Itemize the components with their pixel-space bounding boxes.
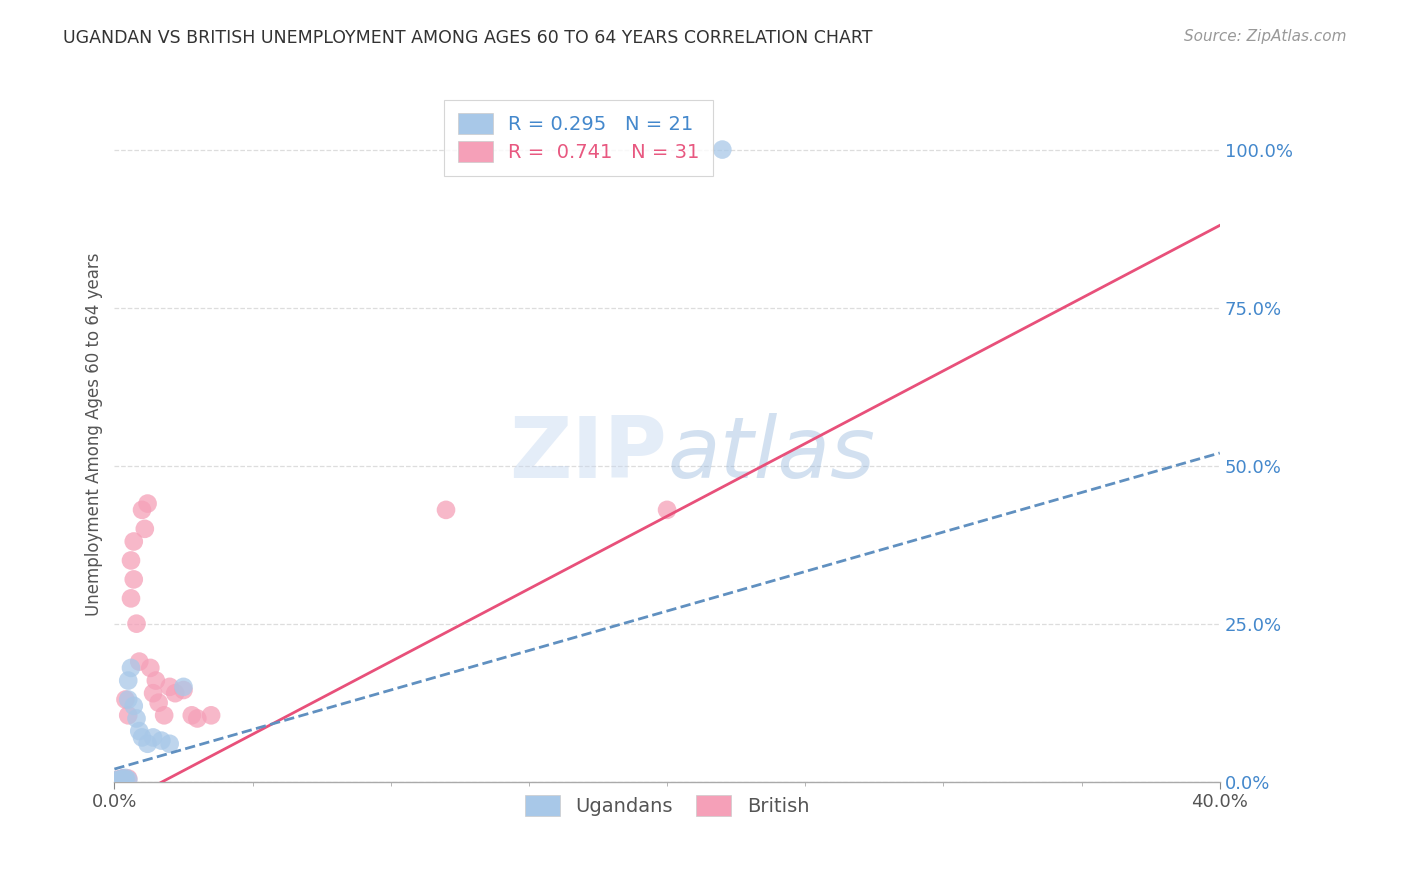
Point bbox=[117, 692, 139, 706]
Point bbox=[120, 591, 142, 606]
Text: Source: ZipAtlas.com: Source: ZipAtlas.com bbox=[1184, 29, 1347, 44]
Point bbox=[134, 522, 156, 536]
Point bbox=[122, 698, 145, 713]
Point bbox=[111, 772, 134, 787]
Point bbox=[150, 733, 173, 747]
Text: atlas: atlas bbox=[666, 413, 875, 496]
Point bbox=[159, 737, 181, 751]
Point bbox=[153, 708, 176, 723]
Point bbox=[142, 731, 165, 745]
Text: ZIP: ZIP bbox=[509, 413, 666, 496]
Point bbox=[111, 772, 134, 786]
Point bbox=[200, 708, 222, 723]
Point bbox=[117, 708, 139, 723]
Point bbox=[117, 772, 139, 787]
Point bbox=[131, 731, 153, 745]
Point bbox=[120, 661, 142, 675]
Point bbox=[105, 772, 128, 787]
Point bbox=[186, 711, 208, 725]
Point bbox=[111, 772, 134, 786]
Point bbox=[180, 708, 202, 723]
Point bbox=[125, 711, 148, 725]
Point bbox=[142, 686, 165, 700]
Point bbox=[108, 772, 131, 787]
Point bbox=[114, 772, 136, 787]
Point bbox=[173, 680, 195, 694]
Point bbox=[114, 692, 136, 706]
Point bbox=[125, 616, 148, 631]
Point bbox=[145, 673, 167, 688]
Point bbox=[159, 680, 181, 694]
Point bbox=[655, 503, 678, 517]
Point bbox=[136, 497, 159, 511]
Point bbox=[117, 772, 139, 786]
Point bbox=[128, 655, 150, 669]
Point bbox=[122, 534, 145, 549]
Point bbox=[711, 143, 734, 157]
Point bbox=[114, 771, 136, 785]
Point bbox=[108, 772, 131, 787]
Point bbox=[128, 724, 150, 739]
Point bbox=[108, 772, 131, 787]
Point bbox=[111, 772, 134, 786]
Point bbox=[105, 772, 128, 787]
Legend: Ugandans, British: Ugandans, British bbox=[517, 788, 817, 824]
Point bbox=[148, 696, 170, 710]
Y-axis label: Unemployment Among Ages 60 to 64 years: Unemployment Among Ages 60 to 64 years bbox=[86, 252, 103, 615]
Point bbox=[136, 737, 159, 751]
Point bbox=[173, 683, 195, 698]
Text: UGANDAN VS BRITISH UNEMPLOYMENT AMONG AGES 60 TO 64 YEARS CORRELATION CHART: UGANDAN VS BRITISH UNEMPLOYMENT AMONG AG… bbox=[63, 29, 873, 46]
Point bbox=[108, 772, 131, 787]
Point bbox=[120, 553, 142, 567]
Point bbox=[139, 661, 162, 675]
Point bbox=[117, 673, 139, 688]
Point bbox=[131, 503, 153, 517]
Point bbox=[165, 686, 187, 700]
Point bbox=[434, 503, 457, 517]
Point bbox=[122, 573, 145, 587]
Point bbox=[114, 772, 136, 787]
